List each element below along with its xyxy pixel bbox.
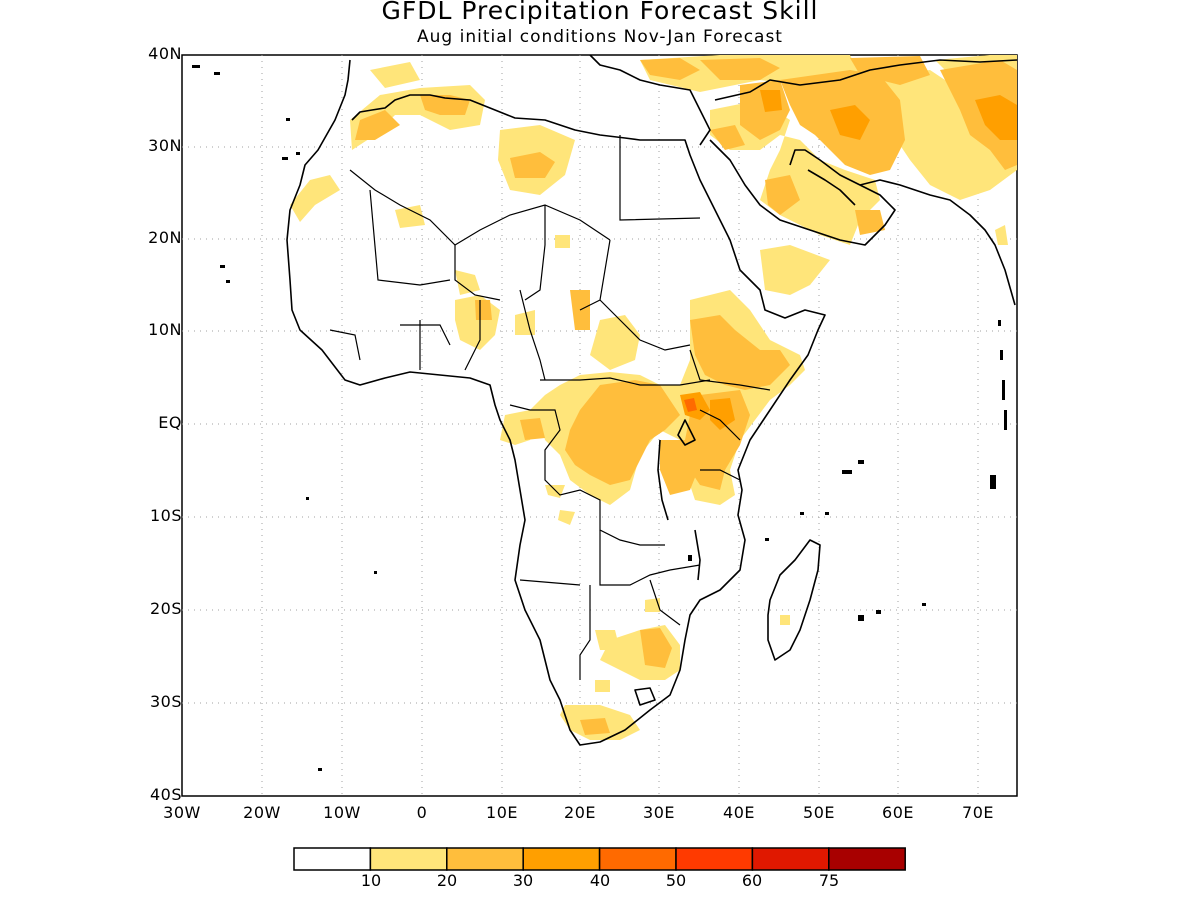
lon-label-50e: 50E (803, 803, 835, 822)
colorbar-swatch-5 (675, 847, 754, 871)
lon-label-20w: 20W (243, 803, 281, 822)
lon-label-40e: 40E (723, 803, 755, 822)
colorbar-label-10: 10 (360, 871, 382, 890)
lat-label-10s: 10S (149, 506, 182, 525)
lon-label-30e: 30E (643, 803, 675, 822)
lat-label-10n: 10N (148, 320, 182, 339)
lat-label-20s: 20S (149, 599, 182, 618)
lon-label-60e: 60E (882, 803, 914, 822)
lat-label-30n: 30N (148, 136, 182, 155)
country-borders (329, 135, 771, 680)
colorbar-swatch-1 (369, 847, 448, 871)
lat-label-30s: 30S (149, 692, 182, 711)
lat-label-20n: 20N (148, 228, 182, 247)
lon-label-20e: 20E (564, 803, 596, 822)
colorbar-swatch-6 (751, 847, 830, 871)
lat-label-40n: 40N (148, 44, 182, 63)
lat-label-40s: 40S (149, 785, 182, 804)
colorbar-swatch-3 (522, 847, 601, 871)
lon-label-70e: 70E (962, 803, 994, 822)
colorbar-label-75: 75 (818, 871, 840, 890)
lon-label-0: 0 (416, 803, 428, 822)
lat-label-eq: EQ (158, 413, 182, 432)
lon-label-30w: 30W (163, 803, 201, 822)
map-subtitle: Aug initial conditions Nov-Jan Forecast (417, 27, 783, 47)
colorbar-label-30: 30 (512, 871, 534, 890)
colorbar-label-20: 20 (436, 871, 458, 890)
lon-label-10e: 10E (486, 803, 518, 822)
colorbar-label-40: 40 (589, 871, 611, 890)
colorbar-swatch-4 (598, 847, 677, 871)
colorbar-swatch-7 (828, 847, 906, 871)
colorbar-label-60: 60 (741, 871, 763, 890)
colorbar-label-50: 50 (665, 871, 687, 890)
colorbar-swatch-0 (293, 847, 372, 871)
colorbar-swatch-2 (446, 847, 524, 871)
lon-label-10w: 10W (323, 803, 361, 822)
map-title: GFDL Precipitation Forecast Skill (381, 0, 819, 25)
skill-shading (290, 55, 1017, 740)
coastlines (286, 54, 1018, 746)
colorbar (293, 847, 906, 871)
island-specks (192, 65, 1007, 771)
